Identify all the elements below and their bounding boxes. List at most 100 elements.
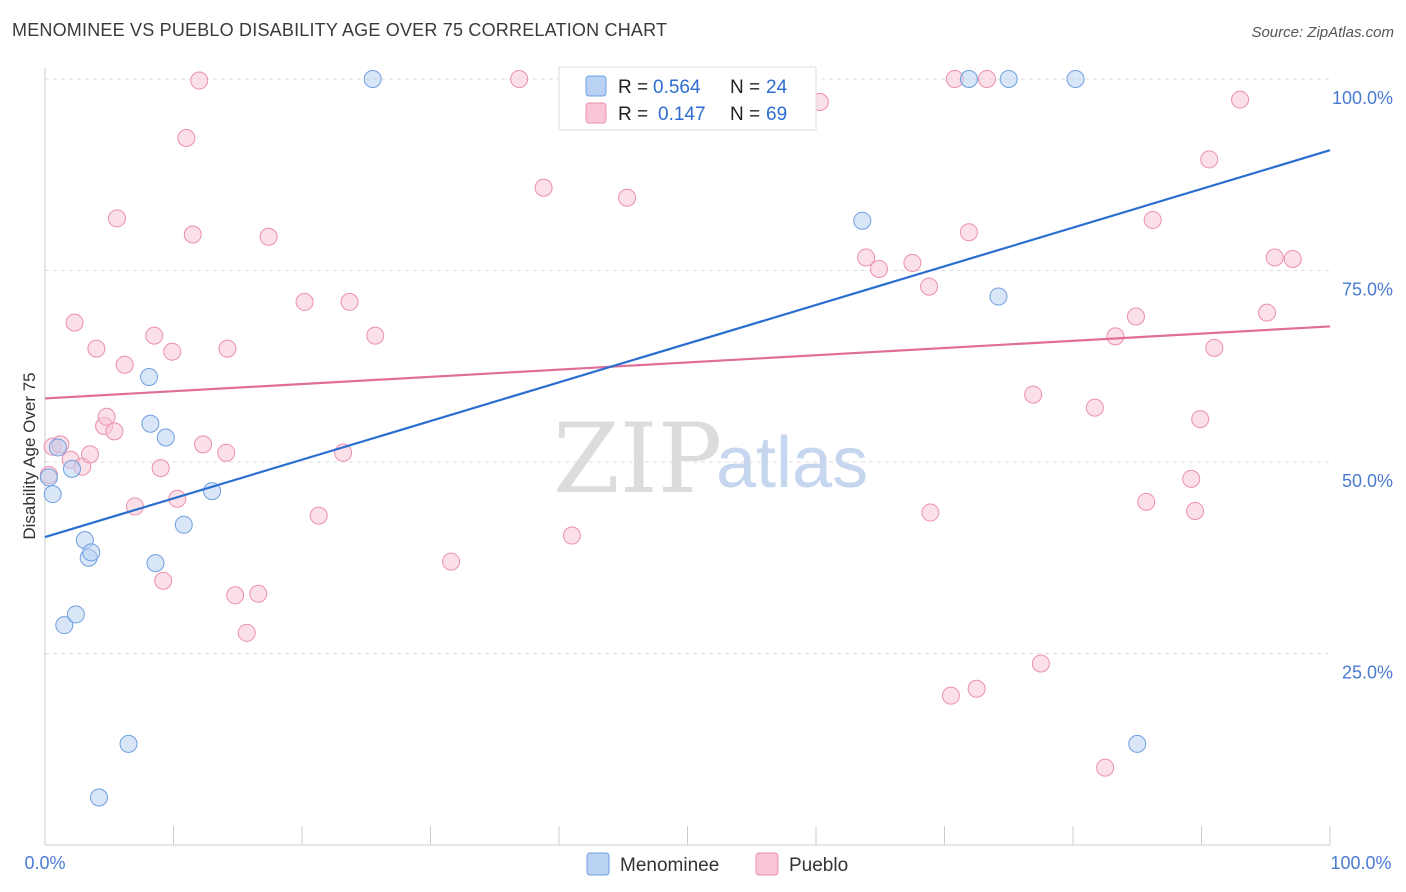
data-point <box>363 70 382 88</box>
x-tick-label-max: 100.0% <box>1330 853 1391 873</box>
data-point <box>1126 307 1145 326</box>
legend-swatch-pueblo <box>585 102 607 124</box>
data-point <box>62 459 81 478</box>
data-point <box>259 227 278 246</box>
data-point <box>442 552 461 571</box>
bottom-legend-swatch-pueblo <box>755 852 779 876</box>
data-point <box>977 70 996 88</box>
y-tick-label: 50.0% <box>1342 471 1393 491</box>
data-point <box>1143 210 1162 229</box>
data-point <box>141 414 160 433</box>
data-point <box>183 225 202 244</box>
bottom-legend-label-menominee: Menominee <box>620 855 719 876</box>
watermark: ZIP atlas <box>553 403 868 515</box>
data-point <box>1258 303 1277 322</box>
data-point <box>1265 248 1284 267</box>
data-point <box>87 339 106 358</box>
legend-r-value-pueblo: 0.147 <box>658 104 706 125</box>
data-point <box>1024 385 1043 404</box>
data-point <box>226 586 245 605</box>
data-point <box>55 616 74 635</box>
data-point <box>115 355 134 374</box>
data-point <box>959 70 978 88</box>
data-point <box>510 70 529 88</box>
data-point <box>82 543 101 562</box>
data-point <box>1128 734 1147 753</box>
watermark-atlas: atlas <box>716 423 868 503</box>
data-point <box>156 428 175 447</box>
data-point <box>1205 338 1224 357</box>
legend-r-label-2: R = <box>618 104 648 125</box>
data-point <box>1200 150 1219 169</box>
data-point <box>295 292 314 311</box>
data-point <box>959 223 978 242</box>
data-point <box>1085 398 1104 417</box>
data-point <box>869 259 888 278</box>
data-point <box>89 788 108 807</box>
data-point <box>562 526 581 545</box>
data-point <box>249 584 268 603</box>
data-point <box>967 679 986 698</box>
x-tick-label-min: 0.0% <box>24 853 65 873</box>
data-point <box>1096 758 1115 777</box>
data-point <box>146 554 165 573</box>
data-point <box>857 248 876 267</box>
data-point <box>48 438 67 457</box>
data-point <box>177 128 196 147</box>
legend-n-label-1: N = <box>730 77 760 98</box>
data-point <box>853 211 872 230</box>
data-point <box>1137 492 1156 511</box>
data-point <box>999 70 1018 88</box>
data-point <box>941 686 960 705</box>
trend-line <box>44 149 1331 539</box>
data-point <box>237 623 256 642</box>
data-point <box>107 209 126 228</box>
data-point <box>65 313 84 332</box>
y-tick-label: 75.0% <box>1342 280 1393 300</box>
data-point <box>154 571 173 590</box>
data-point <box>194 435 213 454</box>
data-point <box>309 506 328 525</box>
bottom-legend: Menominee Pueblo <box>586 852 848 876</box>
source-credit: Source: ZipAtlas.com <box>1251 24 1394 41</box>
data-point <box>1066 70 1085 88</box>
data-point <box>203 482 222 501</box>
legend-swatch-menominee <box>585 75 607 97</box>
data-point <box>1191 410 1210 429</box>
data-point <box>190 71 209 90</box>
data-point <box>174 515 193 534</box>
data-point <box>1031 654 1050 673</box>
data-point <box>1106 327 1125 346</box>
data-point <box>217 443 236 462</box>
data-point <box>366 326 385 345</box>
gridlines <box>45 78 1330 654</box>
data-point <box>1231 90 1250 109</box>
trend-lines <box>44 149 1331 539</box>
data-point <box>903 253 922 272</box>
legend-r-label-1: R = <box>618 77 648 98</box>
data-point <box>1182 469 1201 488</box>
data-point <box>921 503 940 522</box>
trend-line <box>44 325 1331 400</box>
y-tick-labels: 25.0% 50.0% 75.0% 100.0% <box>1332 88 1393 683</box>
legend-n-value-menominee: 24 <box>766 77 788 98</box>
data-point <box>534 178 553 197</box>
menominee-points <box>39 70 1147 807</box>
watermark-zip: ZIP <box>553 403 722 515</box>
data-point <box>39 468 58 487</box>
data-point <box>97 407 116 426</box>
data-point <box>140 367 159 386</box>
data-point <box>1186 502 1205 521</box>
data-point <box>340 292 359 311</box>
legend-r-value-menominee: 0.564 <box>653 77 701 98</box>
data-point <box>80 445 99 464</box>
data-point <box>105 422 124 441</box>
data-point <box>151 459 170 478</box>
x-axis-ticks <box>44 826 1331 845</box>
data-point <box>920 277 939 296</box>
bottom-legend-swatch-menominee <box>586 852 610 876</box>
y-tick-label: 25.0% <box>1342 663 1393 683</box>
y-axis-title: Disability Age Over 75 <box>20 372 39 539</box>
data-point <box>618 188 637 207</box>
